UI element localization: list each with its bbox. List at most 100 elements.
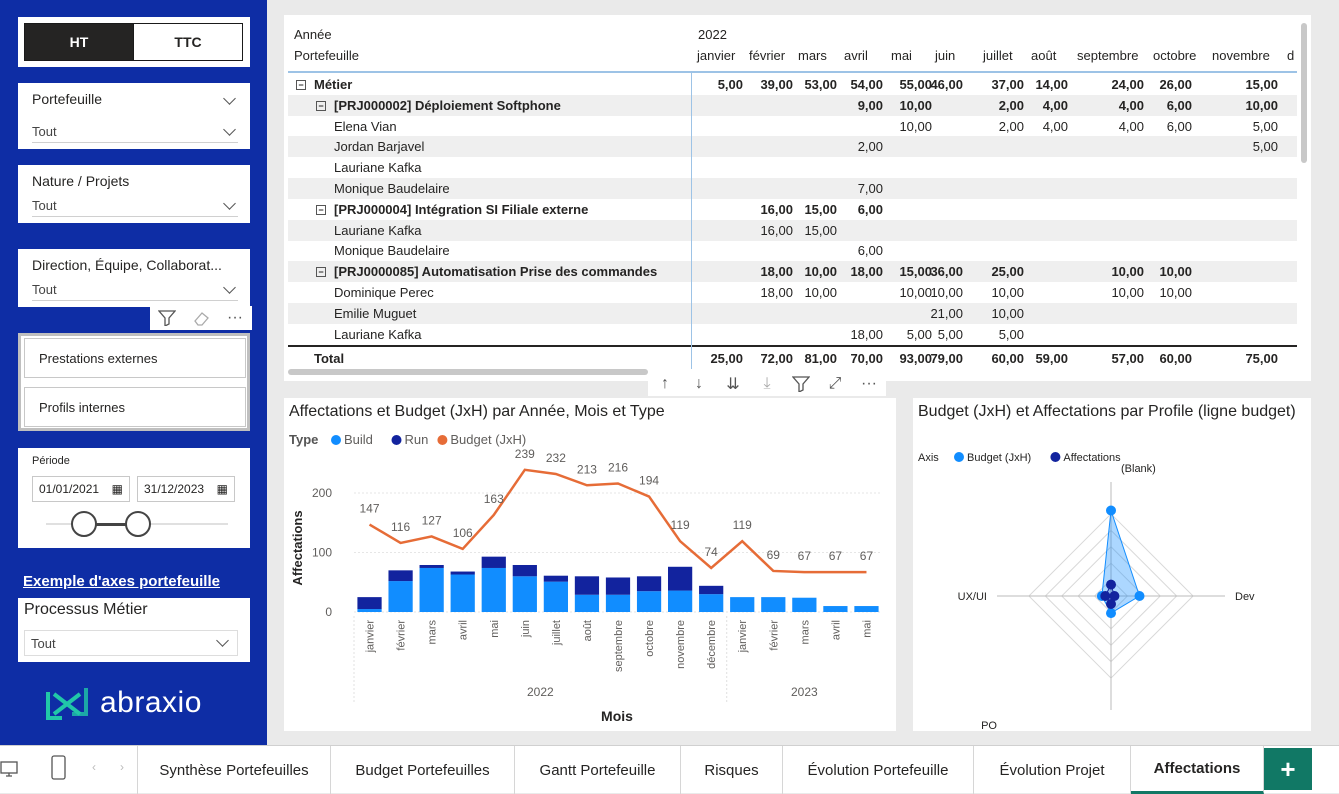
tab-risques[interactable]: Risques <box>681 746 783 794</box>
bar-build[interactable] <box>512 576 537 612</box>
bar-run[interactable] <box>668 566 693 591</box>
arrow-up-icon[interactable]: ↑ <box>661 375 669 392</box>
legend-item[interactable]: Budget (JxH) <box>450 432 526 447</box>
radar-point[interactable] <box>1134 591 1145 601</box>
matrix-row: − [PRJ000002] Déploiement Softphone 9,00 10… <box>288 94 1297 116</box>
filter-icon[interactable] <box>150 306 184 330</box>
more-options-icon[interactable]: ··· <box>861 375 877 392</box>
month-header[interactable]: avril <box>844 48 868 63</box>
cell-value: 10,00 <box>991 285 1024 300</box>
month-header[interactable]: septembre <box>1077 48 1139 63</box>
month-header[interactable]: mai <box>891 48 912 63</box>
bar-build[interactable] <box>605 594 631 612</box>
direction-equipe-dropdown[interactable]: Tout <box>32 279 238 301</box>
bar-build[interactable] <box>357 609 382 612</box>
radar-point[interactable] <box>1109 591 1120 601</box>
bar-run[interactable] <box>605 577 631 595</box>
cell-value: 39,00 <box>760 77 793 92</box>
bar-run[interactable] <box>543 575 568 582</box>
chevron-left-icon[interactable]: ‹ <box>92 760 96 774</box>
filter-icon[interactable] <box>784 372 818 396</box>
radar-point[interactable] <box>1100 591 1111 601</box>
tab--volution-projet[interactable]: Évolution Projet <box>974 746 1131 794</box>
eraser-icon[interactable] <box>184 306 218 330</box>
tab-synth-se-portefeuilles[interactable]: Synthèse Portefeuilles <box>137 746 331 794</box>
add-page-button[interactable]: + <box>1264 748 1312 790</box>
nature-projets-dropdown[interactable]: Tout <box>32 195 238 217</box>
portefeuille-axes-link[interactable]: Exemple d'axes portefeuille <box>23 573 220 590</box>
tab-affectations[interactable]: Affectations <box>1131 746 1264 794</box>
legend-item[interactable]: Run <box>405 432 429 447</box>
ttc-button[interactable]: TTC <box>133 23 243 61</box>
radar-point[interactable] <box>1106 505 1116 516</box>
bar-build[interactable] <box>636 591 662 612</box>
horizontal-scrollbar[interactable] <box>288 369 648 375</box>
bar-build[interactable] <box>543 581 568 612</box>
bar-build[interactable] <box>823 606 848 612</box>
ht-button[interactable]: HT <box>24 23 134 61</box>
processus-dropdown[interactable]: Tout <box>24 630 238 656</box>
bar-run[interactable] <box>636 576 662 592</box>
chevron-down-icon[interactable] <box>223 91 238 106</box>
more-options-icon[interactable]: ··· <box>218 306 252 330</box>
bar-build[interactable] <box>730 597 755 612</box>
legend-item[interactable]: Budget (JxH) <box>967 452 1031 464</box>
month-header[interactable]: mars <box>798 48 827 63</box>
legend-item[interactable]: Affectations <box>1063 452 1121 464</box>
month-header[interactable]: octobre <box>1153 48 1197 63</box>
bar-build[interactable] <box>481 567 506 612</box>
bar-run[interactable] <box>357 597 382 610</box>
bar-run[interactable] <box>450 571 475 575</box>
bar-build[interactable] <box>574 594 600 612</box>
desktop-view-icon[interactable] <box>0 756 20 782</box>
filter-item-profils-internes[interactable]: Profils internes <box>24 387 246 427</box>
month-header[interactable]: juillet <box>983 48 1013 63</box>
collapse-toggle-icon[interactable]: − <box>316 100 326 111</box>
range-end-handle[interactable] <box>125 511 151 537</box>
expand-hierarchy-icon[interactable]: ⤓ <box>763 375 771 392</box>
radar-point[interactable] <box>1106 579 1116 590</box>
bar-build[interactable] <box>450 574 475 612</box>
mobile-view-icon[interactable] <box>50 754 68 782</box>
collapse-toggle-icon[interactable]: − <box>316 204 326 215</box>
bar-build[interactable] <box>854 606 879 612</box>
bar-build[interactable] <box>419 567 444 612</box>
tab-budget-portefeuilles[interactable]: Budget Portefeuilles <box>331 746 515 794</box>
tab-gantt-portefeuille[interactable]: Gantt Portefeuille <box>515 746 681 794</box>
month-header[interactable]: juin <box>935 48 956 63</box>
bar-run[interactable] <box>512 564 537 577</box>
bar-run[interactable] <box>574 576 600 595</box>
collapse-toggle-icon[interactable]: − <box>296 80 306 90</box>
month-header[interactable]: février <box>749 48 786 63</box>
bar-build[interactable] <box>668 590 693 612</box>
cell-value: 36,00 <box>930 264 963 280</box>
portefeuille-dropdown[interactable]: Tout <box>32 121 238 143</box>
chevron-right-icon[interactable]: › <box>120 760 124 774</box>
month-header[interactable]: d <box>1287 48 1295 63</box>
end-date-input[interactable]: 31/12/2023 ▦ <box>137 476 235 502</box>
bar-run[interactable] <box>388 570 413 582</box>
month-header[interactable]: novembre <box>1212 48 1270 63</box>
focus-mode-icon[interactable]: ⤢ <box>828 375 842 392</box>
budget-line[interactable] <box>368 468 867 574</box>
bar-run[interactable] <box>481 556 506 568</box>
month-header[interactable]: janvier <box>697 48 736 63</box>
bar-build[interactable] <box>699 594 724 612</box>
collapse-toggle-icon[interactable]: − <box>316 267 326 278</box>
month-header[interactable]: août <box>1031 48 1057 63</box>
tab--volution-portefeuille[interactable]: Évolution Portefeuille <box>783 746 974 794</box>
bar-build[interactable] <box>792 597 817 612</box>
range-start-handle[interactable] <box>71 511 97 537</box>
start-date-input[interactable]: 01/01/2021 ▦ <box>32 476 130 502</box>
bar-build[interactable] <box>761 597 786 612</box>
filter-item-prestations-externes[interactable]: Prestations externes <box>24 338 246 378</box>
radar-point[interactable] <box>1106 598 1116 609</box>
bar-run[interactable] <box>419 564 444 568</box>
arrow-down-icon[interactable]: ↓ <box>695 375 703 392</box>
double-arrow-down-icon[interactable]: ⇊ <box>726 376 740 393</box>
legend-item[interactable]: Build <box>344 432 373 447</box>
bar-run[interactable] <box>699 585 724 595</box>
bar-build[interactable] <box>388 581 413 612</box>
vertical-scrollbar[interactable] <box>1301 23 1307 163</box>
radar-point[interactable] <box>1106 608 1116 619</box>
